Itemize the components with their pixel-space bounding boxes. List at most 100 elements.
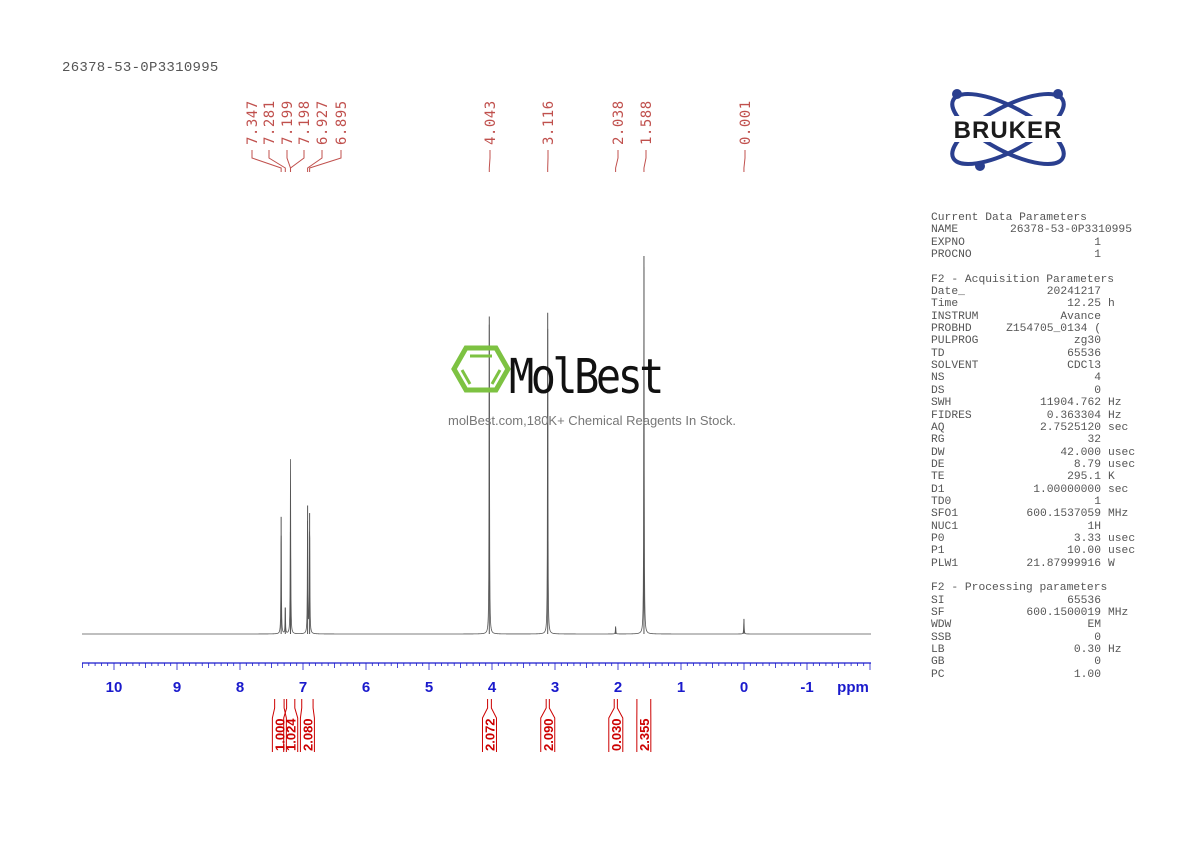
peak-label-connector — [643, 150, 647, 172]
parameter-row: SF 600.1500019 MHz — [931, 607, 1135, 619]
integral-bracket — [481, 699, 497, 752]
parameter-unit: usec — [1108, 458, 1136, 471]
parameter-label: WDW — [931, 619, 952, 632]
parameter-value: 1H — [1087, 520, 1101, 533]
parameter-unit: MHz — [1108, 607, 1129, 619]
parameter-value: zg30 — [1073, 335, 1101, 348]
peak-label-connector — [251, 150, 282, 172]
parameter-unit — [1101, 619, 1108, 631]
parameter-value: 1 — [1094, 249, 1101, 262]
parameter-value: 2.7525120 — [1039, 421, 1101, 434]
parameter-row: RG 32 — [931, 434, 1135, 446]
watermark-tagline: molBest.com,180K+ Chemical Reagents In S… — [448, 413, 736, 428]
peak-label: 4.043 — [483, 100, 499, 145]
parameter-value: 26378-53-0P3310995 — [1009, 224, 1132, 237]
x-tick-label: 8 — [236, 679, 244, 696]
parameter-unit — [1101, 348, 1108, 360]
x-tick-label: 4 — [488, 679, 497, 696]
parameter-row: AQ 2.7525120 sec — [931, 422, 1135, 434]
parameter-row: SSB 0 — [931, 632, 1135, 644]
parameter-row: PULPROG zg30 — [931, 335, 1135, 347]
parameter-value: 10.00 — [1067, 545, 1101, 558]
parameter-value: 0.30 — [1073, 644, 1101, 657]
parameter-row: Date_ 20241217 — [931, 286, 1135, 298]
x-tick-label: 7 — [299, 679, 307, 696]
parameter-label: GB — [931, 656, 945, 669]
x-tick-label: 3 — [551, 679, 559, 696]
peak-label-connector — [615, 150, 619, 172]
parameter-row: PC 1.00 — [931, 669, 1135, 681]
integral-value: 2.080 — [300, 718, 315, 751]
parameter-label: SF — [931, 607, 945, 619]
parameter-unit: usec — [1108, 532, 1136, 545]
parameter-label: EXPNO — [931, 236, 965, 249]
parameter-value: 21.87999916 — [1026, 557, 1101, 570]
parameter-value: 600.1500019 — [1026, 607, 1101, 619]
parameter-value: 1 — [1094, 236, 1101, 249]
parameter-label: SSB — [931, 631, 952, 644]
peak-label-connector — [286, 150, 291, 172]
bruker-logo: BRUKER — [922, 89, 1094, 171]
parameter-row: PROBHD Z154705_0134 ( — [931, 323, 1135, 335]
peak-label: 6.927 — [315, 100, 331, 145]
parameter-unit — [1101, 595, 1108, 607]
parameter-row: NAME 26378-53-0P3310995 — [931, 224, 1135, 236]
parameter-row: TD0 1 — [931, 496, 1135, 508]
integral-bracket — [299, 699, 315, 752]
parameter-value: 12.25 — [1067, 298, 1101, 311]
parameter-row: WDW EM — [931, 619, 1135, 631]
parameter-unit — [1101, 385, 1108, 397]
parameter-value: 42.000 — [1060, 446, 1101, 459]
parameter-row: DS 0 — [931, 385, 1135, 397]
peak-label: 7.199 — [280, 100, 296, 145]
parameter-value: 600.1537059 — [1026, 508, 1101, 521]
section-title: F2 - Acquisition Parameters — [931, 273, 1115, 286]
parameter-unit — [1101, 249, 1108, 261]
parameter-row: SOLVENT CDCl3 — [931, 360, 1135, 372]
parameter-unit: K — [1108, 471, 1115, 484]
parameter-unit — [1101, 434, 1108, 446]
parameter-unit: Hz — [1108, 644, 1122, 657]
parameter-label: TD — [931, 347, 945, 360]
parameter-row: SWH 11904.762 Hz — [931, 397, 1135, 409]
peak-label-connector — [743, 150, 746, 172]
parameter-label: Date_ — [931, 286, 965, 299]
integral-value: 2.355 — [637, 718, 652, 751]
parameter-label: SOLVENT — [931, 360, 979, 373]
parameter-label: DW — [931, 446, 945, 459]
parameter-unit: sec — [1108, 483, 1129, 496]
parameter-label: SI — [931, 594, 945, 607]
peak-label: 7.198 — [297, 100, 313, 145]
parameter-unit: MHz — [1108, 508, 1129, 521]
watermark-name: MolBest — [509, 349, 661, 405]
parameter-value: 65536 — [1067, 594, 1101, 607]
acquisition-parameters: F2 - Acquisition Parameters Date_ 20241217… — [931, 274, 1135, 570]
parameter-label: P1 — [931, 545, 945, 558]
x-axis-label: ppm — [837, 679, 869, 696]
parameter-label: AQ — [931, 421, 945, 434]
parameter-unit: sec — [1108, 421, 1129, 434]
parameter-row: INSTRUM Avance — [931, 311, 1135, 323]
parameter-value: 20241217 — [1046, 286, 1101, 299]
parameter-unit — [1101, 632, 1108, 644]
parameter-unit: Hz — [1108, 409, 1122, 422]
peak-label: 2.038 — [611, 100, 627, 145]
peak-label-connector — [309, 150, 342, 172]
peak-label: 0.001 — [738, 100, 754, 145]
parameter-value: 4 — [1094, 372, 1101, 385]
parameter-value: 8.79 — [1073, 458, 1101, 471]
integral-bracket — [283, 699, 299, 752]
parameter-row: GB 0 — [931, 656, 1135, 668]
peak-label-connector — [268, 150, 286, 172]
parameter-label: P0 — [931, 532, 945, 545]
peak-label: 3.116 — [541, 100, 557, 145]
parameter-unit: usec — [1108, 545, 1136, 558]
parameter-label: D1 — [931, 483, 945, 496]
x-tick-label: 0 — [740, 679, 748, 696]
peak-label: 7.347 — [245, 100, 261, 145]
spectrum-trace — [82, 267, 871, 635]
parameter-label: DS — [931, 384, 945, 397]
parameter-row: FIDRES 0.363304 Hz — [931, 410, 1135, 422]
parameter-row: SFO1 600.1537059 MHz — [931, 508, 1135, 520]
parameter-unit — [1101, 656, 1108, 668]
